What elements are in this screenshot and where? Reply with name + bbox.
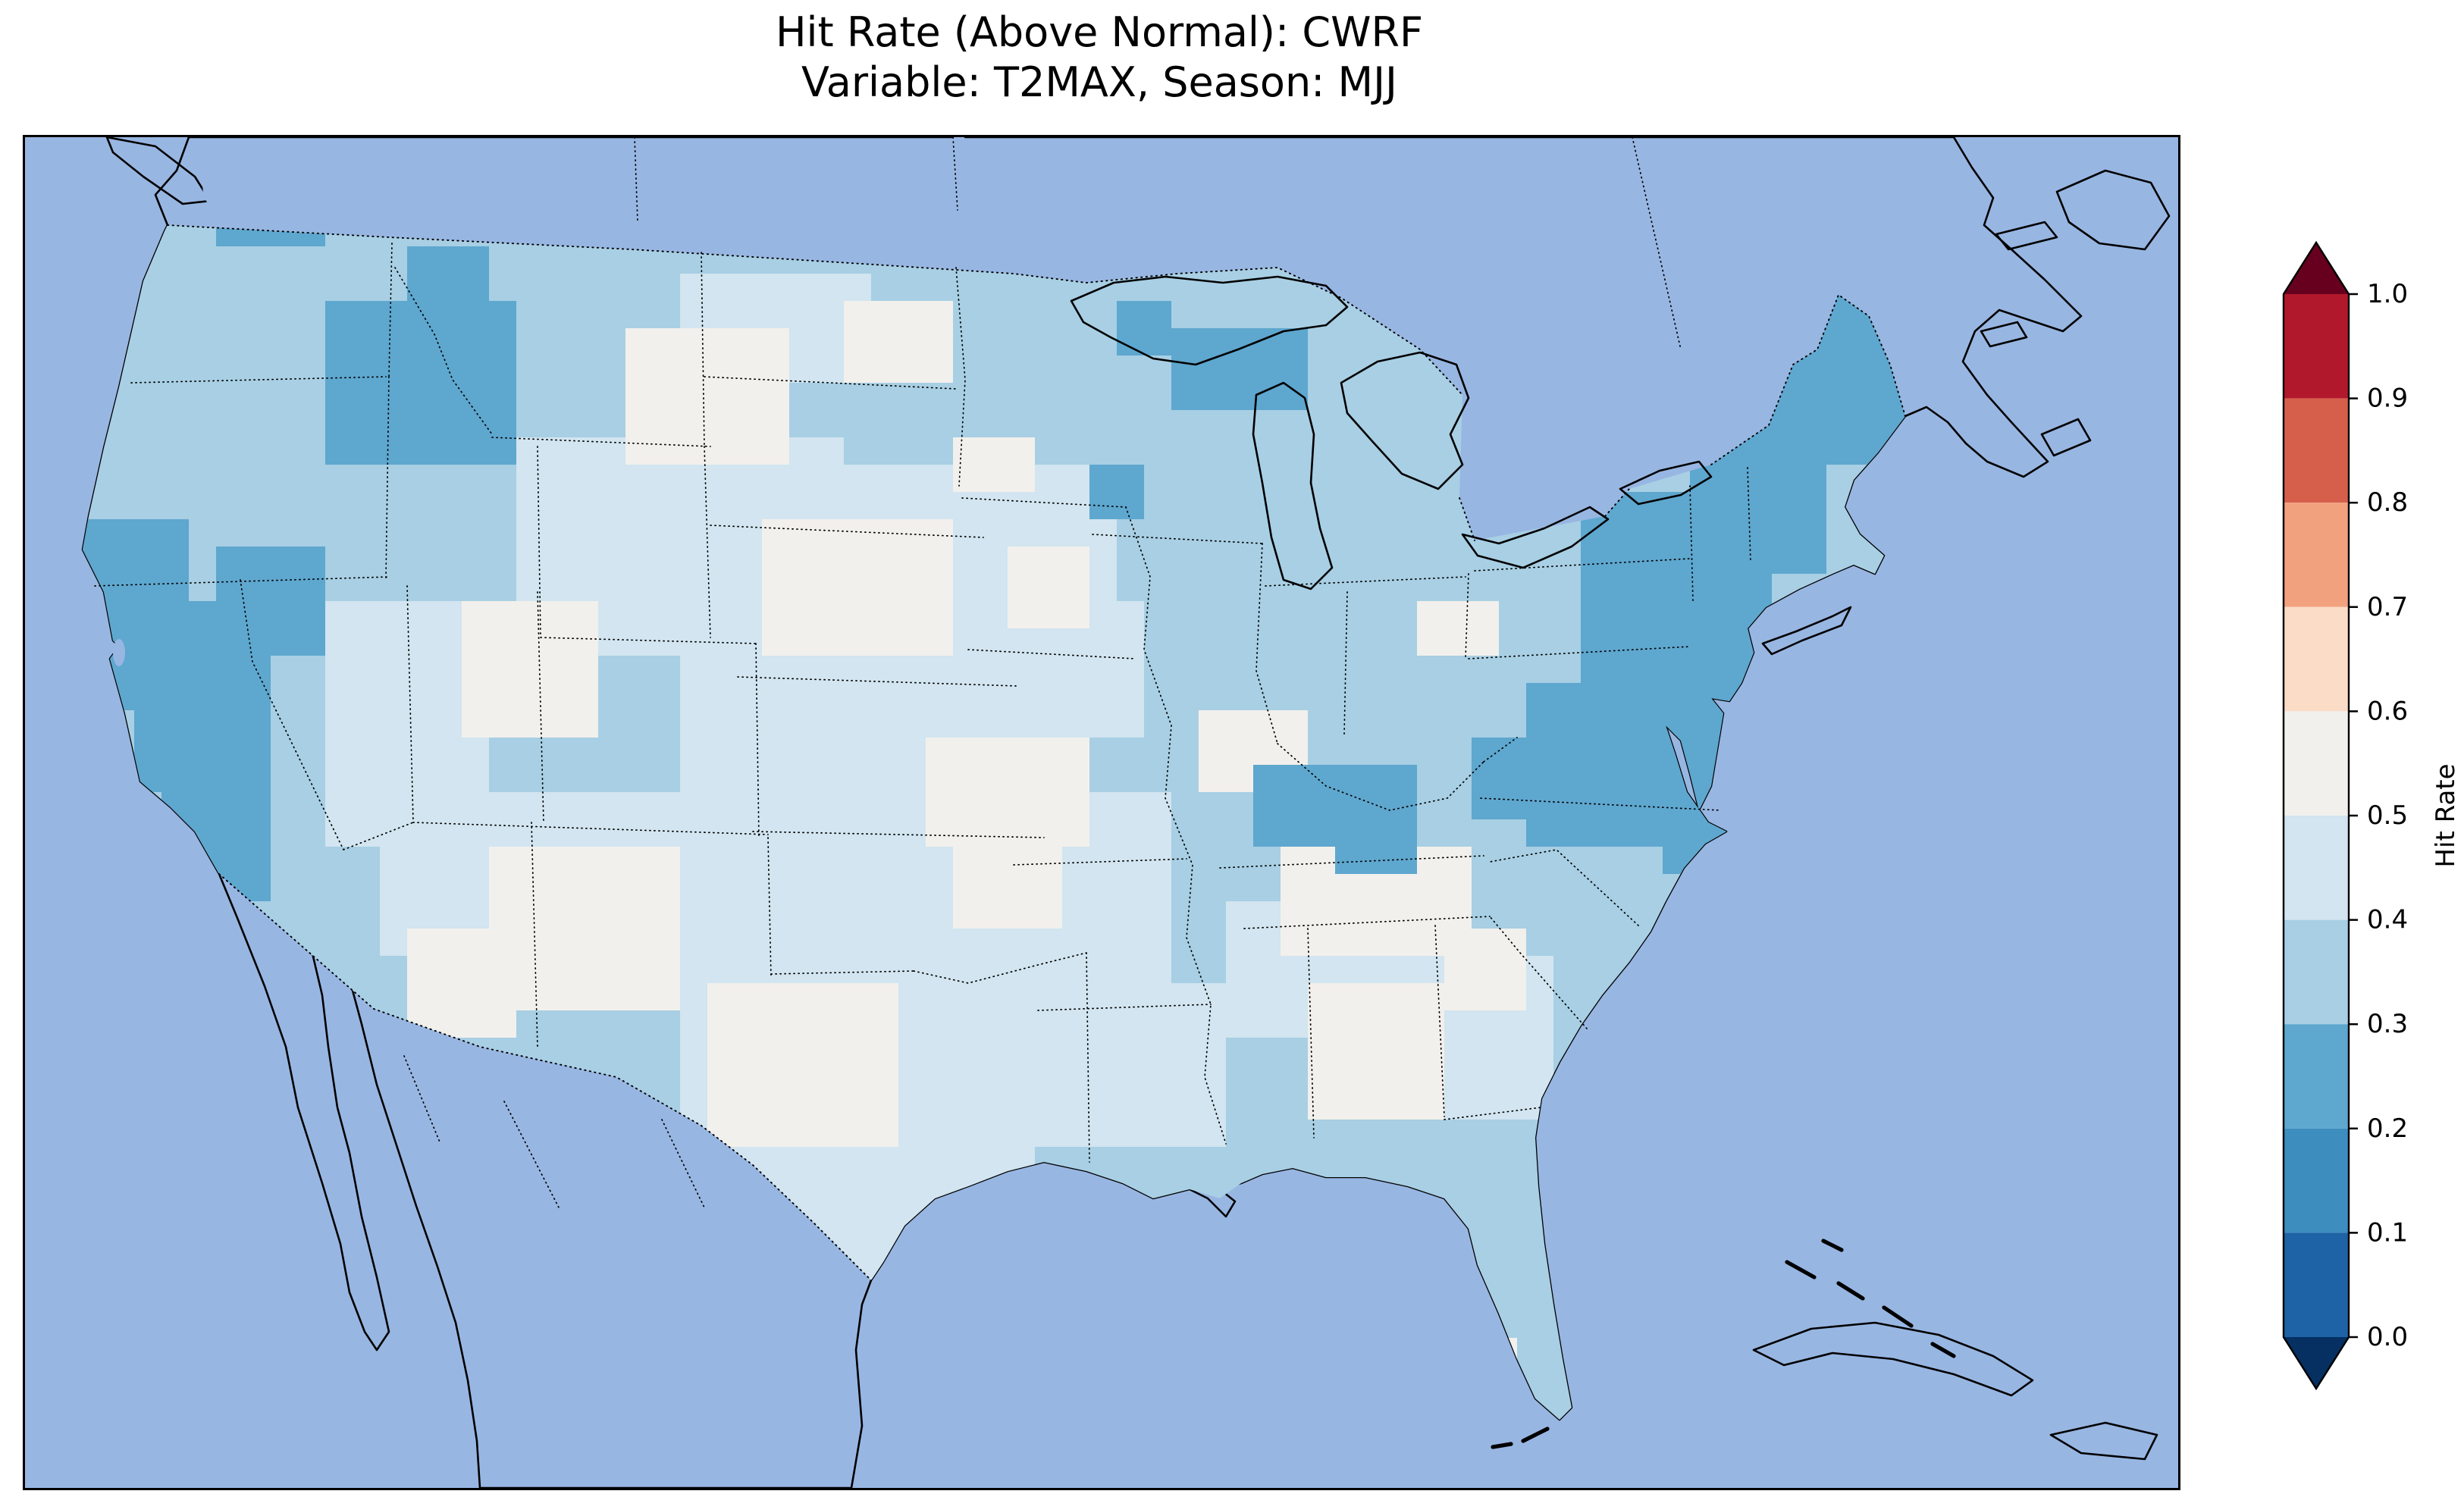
puget-sound-inlet [219, 193, 231, 221]
colorbar-segment [2284, 1024, 2349, 1129]
colorbar-segment [2284, 1128, 2349, 1233]
long-island [1761, 606, 1852, 656]
colorbar-segment [2284, 503, 2349, 607]
lake-huron [1340, 351, 1470, 490]
grid-cell-patch [1171, 328, 1308, 410]
plot-subtitle: Variable: T2MAX, Season: MJJ [801, 58, 1397, 106]
plot-title: Hit Rate (Above Normal): CWRF [775, 8, 1424, 56]
lake-of-the-woods [1023, 245, 1053, 266]
figure-title-block: Hit Rate (Above Normal): CWRF Variable: … [23, 8, 2176, 108]
state-borders [94, 137, 1751, 1208]
grid-cell-patch [407, 246, 489, 328]
colorbar-tick-label: 0.0 [2367, 1322, 2408, 1352]
grid-cell-patch [926, 738, 1089, 847]
colorbar-segment [2284, 606, 2349, 712]
colorbar-tick-label: 0.6 [2367, 696, 2408, 726]
lake-erie [1461, 506, 1610, 569]
colorbar-tick-label: 0.5 [2367, 800, 2408, 831]
grid-cell-patch [1008, 547, 1089, 628]
grid-cell-patch [707, 983, 898, 1147]
grid-cell-patch [489, 847, 680, 1010]
grid-cell-patch [953, 437, 1035, 492]
puget-sound [202, 161, 218, 204]
national-borders [167, 224, 1906, 1281]
colorbar-axis-label: Hit Rate [2431, 763, 2461, 868]
lake-michigan [1252, 381, 1334, 590]
islands [105, 137, 2171, 1461]
grid-cell-patch [1472, 738, 1553, 819]
grid-cell-patch [216, 547, 325, 656]
grid-cell-patch [462, 601, 598, 738]
state-borders-central [1013, 506, 1542, 1145]
lake-winnipeg [947, 137, 971, 201]
colorbar-segment [2284, 1232, 2349, 1337]
florida-keys [1491, 1427, 1550, 1449]
canadian-lake [1376, 166, 1403, 181]
newfoundland-island [2055, 169, 2171, 251]
colorbar-tick-label: 0.3 [2367, 1009, 2408, 1039]
colorbar-segment [2284, 711, 2349, 816]
grid-cell-patch [844, 301, 953, 383]
map-axes [23, 135, 2180, 1490]
colorbar-tick-label: 0.4 [2367, 905, 2408, 935]
grid-cell-patch [1035, 983, 1226, 1147]
great-lakes [1070, 275, 1713, 590]
grid-cell-patch [762, 519, 953, 656]
colorbar: 0.0 0.1 0.2 0.3 0.4 0.5 0.6 0.7 0.8 0.9 1.0 [2282, 240, 2464, 1391]
cuba [1752, 1321, 2034, 1397]
colorbar-tick-label: 0.9 [2367, 384, 2408, 414]
colorbar-segment [2284, 294, 2349, 399]
colorbar-tick-label: 0.2 [2367, 1113, 2408, 1144]
lake-ontario [1619, 460, 1713, 506]
san-francisco-bay [113, 639, 125, 666]
bahamas-islands [1785, 1239, 1956, 1358]
canadian-lake [1274, 193, 1323, 215]
small-lakes [113, 137, 1499, 666]
colorbar-under-arrow [2284, 1337, 2349, 1389]
colorbar-segment [2284, 398, 2349, 503]
colorbar-segment [2284, 816, 2349, 920]
grid-cell-patch [407, 929, 516, 1038]
grid-cell-patch [1117, 301, 1171, 355]
cape-breton-island [2040, 418, 2092, 457]
state-borders-west [94, 243, 1136, 1163]
hispaniola [2049, 1421, 2158, 1461]
map-canvas [25, 137, 2178, 1488]
canadian-lake [1193, 155, 1223, 174]
grid-cell-patch [1308, 983, 1444, 1120]
prince-edward-island [1980, 321, 2028, 348]
vancouver-island [105, 137, 212, 205]
colorbar-tick-label: 0.7 [2367, 592, 2408, 622]
colorbar-tick-label: 1.0 [2367, 279, 2408, 309]
colorbar-segment [2284, 919, 2349, 1025]
grid-cell-patch [625, 328, 789, 465]
anticosti-island [1995, 221, 2058, 251]
colorbar-over-arrow [2284, 243, 2349, 294]
lake-superior [1070, 275, 1349, 366]
colorbar-tick-label: 0.8 [2367, 487, 2408, 518]
foreign-admin-borders [403, 137, 1682, 1208]
state-borders-east [1468, 467, 1751, 1029]
grid-cell-patch [953, 847, 1062, 929]
grid-cell-patch [1444, 929, 1526, 1010]
canadian-lake [1065, 171, 1108, 195]
grid-cell-patch [1089, 465, 1144, 519]
grid-cell-patch [1335, 819, 1417, 874]
colorbar-canvas: 0.0 0.1 0.2 0.3 0.4 0.5 0.6 0.7 0.8 0.9 1.0 [2282, 240, 2408, 1391]
canadian-lake [1462, 207, 1499, 225]
grid-cell-patch [1417, 601, 1499, 656]
colorbar-tick-label: 0.1 [2367, 1217, 2408, 1248]
